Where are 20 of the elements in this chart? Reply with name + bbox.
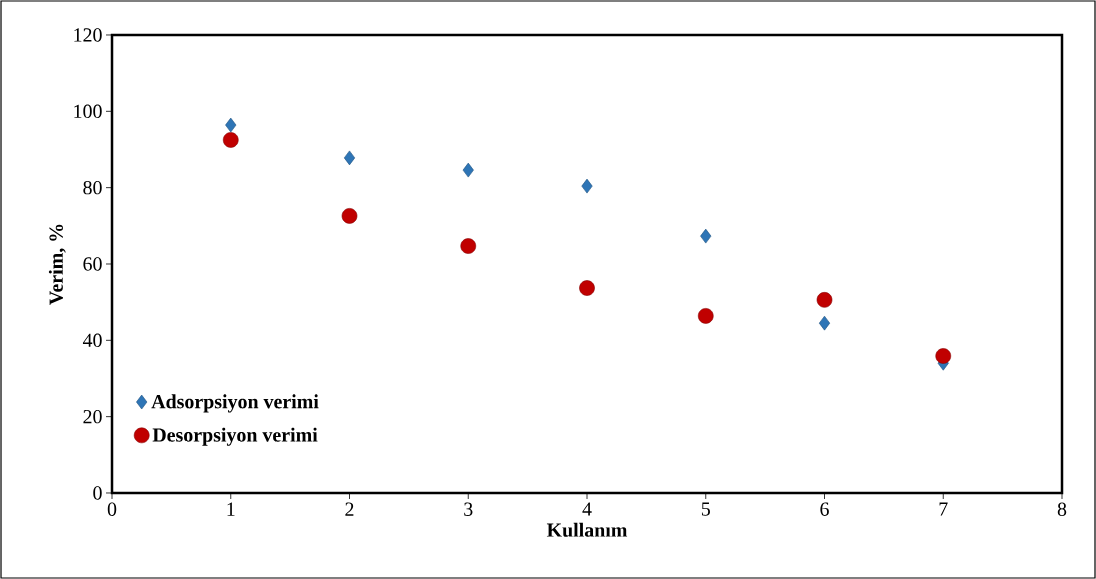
x-tick-label: 6 <box>820 502 829 516</box>
y-tick-label: 80 <box>83 180 102 195</box>
y-tick-label: 20 <box>83 409 102 424</box>
x-tick-label: 2 <box>345 502 354 516</box>
legend-label: Adsorpsiyon verimi <box>151 394 319 413</box>
x-tick-label: 7 <box>939 502 948 516</box>
legend-label: Desorpsiyon verimi <box>152 427 318 446</box>
y-tick-label: 120 <box>74 28 102 42</box>
x-tick-label: 8 <box>1057 502 1067 516</box>
y-tick-label: 60 <box>83 257 102 271</box>
x-axis-title: Kullanım <box>546 522 628 537</box>
y-tick-label: 0 <box>93 486 102 500</box>
x-tick-label: 1 <box>227 502 235 516</box>
y-axis-title: Verim, % <box>48 224 66 305</box>
y-tick-label: 40 <box>82 333 102 348</box>
x-tick-label: 5 <box>701 502 710 516</box>
x-tick-label: 3 <box>464 502 473 516</box>
x-tick-label: 4 <box>582 502 592 516</box>
y-tick-label: 100 <box>74 104 102 119</box>
x-tick-label: 0 <box>107 502 117 516</box>
